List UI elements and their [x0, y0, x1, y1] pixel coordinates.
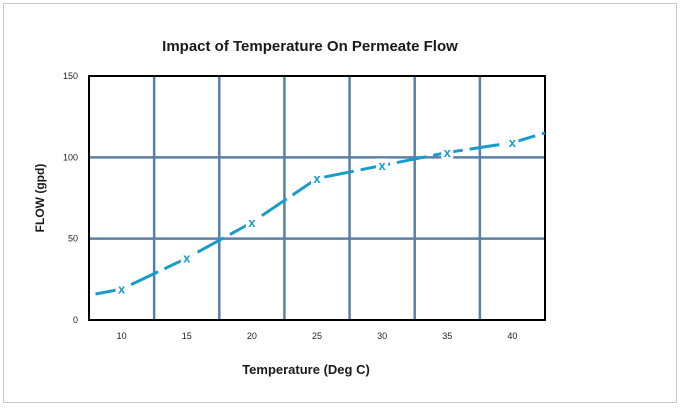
data-point-marker: x: [248, 215, 256, 230]
x-axis-label: Temperature (Deg C): [242, 362, 370, 377]
marker-background: [506, 135, 519, 150]
y-tick-label: 100: [63, 152, 78, 162]
grid: [89, 76, 545, 320]
marker-background: [441, 145, 454, 160]
data-point-marker: x: [183, 251, 191, 266]
marker-background: [245, 215, 258, 230]
marker-background: [115, 282, 128, 297]
x-tick-label: 20: [247, 331, 257, 341]
x-tick-label: 40: [507, 331, 517, 341]
x-tick-label: 25: [312, 331, 322, 341]
marker-background: [311, 171, 323, 186]
y-axis-label: FLOW (gpd): [33, 164, 47, 233]
x-tick-label: 15: [182, 331, 192, 341]
y-tick-label: 50: [68, 234, 78, 244]
series-flow: x x x x x x x: [95, 131, 546, 297]
x-tick-label: 35: [442, 331, 452, 341]
tick-labels: 10 15 20 25 30 35 40 0 50 100 150: [63, 71, 517, 341]
data-point-marker: x: [379, 158, 387, 173]
marker-background: [376, 158, 389, 173]
plot-area-border: [88, 75, 546, 321]
data-point-marker: x: [313, 171, 321, 186]
chart-title: Impact of Temperature On Permeate Flow: [162, 38, 458, 55]
data-point-marker: x: [509, 135, 517, 150]
data-point-marker: x: [118, 282, 126, 297]
chart-frame: [3, 3, 677, 403]
marker-background: [180, 251, 193, 266]
y-tick-label: 0: [73, 315, 78, 325]
x-tick-label: 30: [377, 331, 387, 341]
data-point-marker: x: [444, 145, 452, 160]
y-tick-label: 150: [63, 71, 78, 81]
x-tick-label: 10: [117, 331, 127, 341]
